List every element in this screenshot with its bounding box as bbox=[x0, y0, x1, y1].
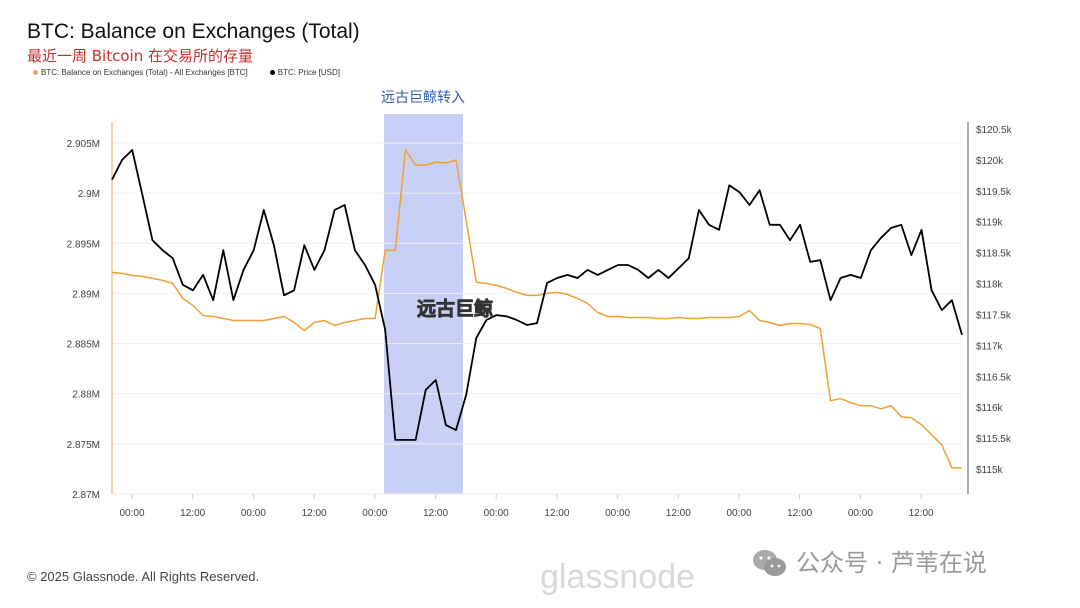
wechat-icon bbox=[753, 550, 786, 576]
highlight-band bbox=[384, 114, 463, 494]
legend-dot-icon bbox=[33, 70, 38, 76]
y-left-tick-label: 2.875M bbox=[67, 440, 100, 451]
y-right-tick-label: $119k bbox=[976, 218, 1004, 229]
y-left-tick-label: 2.9M bbox=[78, 189, 100, 200]
x-tick-label: 12:00 bbox=[423, 508, 448, 519]
x-tick-label: 00:00 bbox=[848, 508, 873, 519]
x-tick-label: 12:00 bbox=[909, 508, 934, 519]
series-line-price bbox=[111, 149, 963, 441]
legend-label: BTC: Price [USD] bbox=[277, 68, 340, 77]
highlight-inner-label: 远古巨鲸 bbox=[417, 297, 493, 320]
wechat-watermark-text: 公众号 · 芦苇在说 bbox=[796, 549, 987, 577]
x-tick-label: 12:00 bbox=[666, 508, 691, 519]
y-right-tick-label: $119.5k bbox=[976, 187, 1012, 198]
legend-label: BTC: Balance on Exchanges (Total) - All … bbox=[41, 68, 248, 77]
x-tick-label: 00:00 bbox=[241, 508, 266, 519]
y-right-tick-label: $115k bbox=[976, 465, 1004, 476]
x-tick-label: 00:00 bbox=[726, 508, 751, 519]
x-tick-label: 00:00 bbox=[605, 508, 630, 519]
x-tick-label: 12:00 bbox=[787, 508, 812, 519]
brand-watermark: glassnode bbox=[540, 558, 696, 596]
series-line-balance bbox=[111, 149, 962, 469]
y-left-tick-label: 2.885M bbox=[67, 340, 100, 351]
x-tick-label: 12:00 bbox=[180, 508, 205, 519]
y-right-tick-label: $120k bbox=[976, 156, 1004, 167]
copyright: © 2025 Glassnode. All Rights Reserved. bbox=[27, 569, 260, 584]
x-tick-label: 00:00 bbox=[484, 508, 509, 519]
legend: BTC: Balance on Exchanges (Total) - All … bbox=[33, 68, 340, 78]
legend-item-price[interactable]: BTC: Price [USD] bbox=[269, 68, 340, 78]
y-left-tick-label: 2.88M bbox=[72, 390, 100, 401]
legend-dot-icon bbox=[269, 70, 275, 76]
y-right-tick-label: $120.5k bbox=[976, 125, 1013, 136]
y-left-tick-label: 2.905M bbox=[67, 139, 100, 150]
y-left-tick-label: 2.89M bbox=[72, 289, 100, 300]
y-left-tick-label: 2.87M bbox=[72, 490, 100, 501]
x-tick-label: 00:00 bbox=[119, 508, 144, 519]
y-right-tick-label: $118k bbox=[976, 280, 1004, 291]
y-right-tick-label: $118.5k bbox=[976, 249, 1012, 260]
x-tick-label: 12:00 bbox=[544, 508, 569, 519]
chart-subtitle: 最近一周 Bitcoin 在交易所的存量 bbox=[27, 47, 253, 65]
x-tick-label: 12:00 bbox=[302, 508, 327, 519]
y-right-tick-label: $117.5k bbox=[976, 310, 1012, 321]
highlight-label: 远古巨鲸转入 bbox=[381, 90, 465, 106]
x-tick-label: 00:00 bbox=[362, 508, 387, 519]
y-right-tick-label: $116k bbox=[976, 403, 1004, 414]
legend-item-balance[interactable]: BTC: Balance on Exchanges (Total) - All … bbox=[33, 68, 248, 78]
chart-title: BTC: Balance on Exchanges (Total) bbox=[27, 20, 360, 43]
y-left-tick-label: 2.895M bbox=[67, 239, 100, 250]
y-right-tick-label: $117k bbox=[976, 341, 1004, 352]
y-right-tick-label: $115.5k bbox=[976, 434, 1012, 445]
y-right-tick-label: $116.5k bbox=[976, 372, 1012, 383]
wechat-watermark: 公众号 · 芦苇在说 bbox=[752, 548, 987, 578]
